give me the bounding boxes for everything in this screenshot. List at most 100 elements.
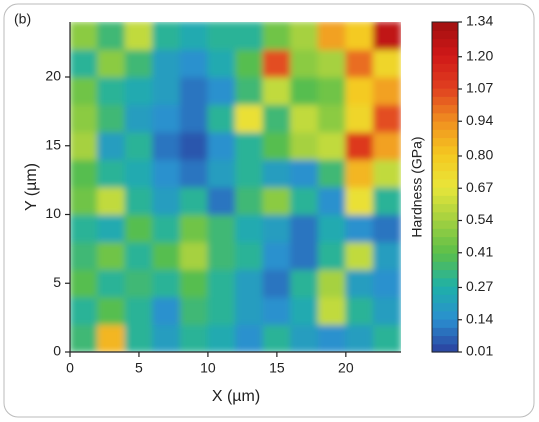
heatmap-cell bbox=[70, 159, 99, 188]
colorbar-band bbox=[432, 195, 458, 205]
heatmap-cell bbox=[124, 131, 154, 160]
colorbar-band bbox=[432, 63, 458, 73]
heatmap-cell bbox=[262, 49, 292, 78]
colorbar-band bbox=[432, 286, 458, 295]
heatmap-cell bbox=[262, 76, 292, 105]
colorbar-band bbox=[432, 203, 458, 213]
colorbar-band bbox=[432, 343, 458, 353]
heatmap-cell bbox=[97, 76, 126, 105]
heatmap-cell bbox=[152, 296, 181, 325]
heatmap-cell bbox=[262, 186, 292, 215]
heatmap-cell bbox=[97, 214, 126, 243]
heatmap-cell bbox=[207, 324, 236, 352]
heatmap-cell bbox=[179, 131, 209, 160]
colorbar-band bbox=[432, 228, 458, 238]
heatmap-cell bbox=[290, 186, 319, 215]
colorbar-band bbox=[432, 261, 458, 271]
y-tick-label: 0 bbox=[53, 343, 61, 359]
colorbar-band bbox=[432, 220, 458, 229]
colorbar-band bbox=[432, 112, 458, 122]
heatmap-cell bbox=[124, 186, 154, 215]
heatmap-cell bbox=[70, 296, 99, 325]
colorbar-band bbox=[432, 22, 458, 31]
heatmap-cell bbox=[262, 22, 292, 50]
heatmap-cell bbox=[152, 104, 181, 133]
heatmap-cell bbox=[345, 131, 374, 160]
heatmap-cell bbox=[372, 49, 401, 78]
heatmap-cell bbox=[179, 269, 209, 298]
panel-label: (b) bbox=[14, 11, 31, 27]
y-tick-label: 20 bbox=[45, 68, 61, 84]
colorbar-tick-label: 1.34 bbox=[466, 13, 493, 29]
heatmap-cell bbox=[262, 296, 292, 325]
heatmap-cell bbox=[372, 76, 401, 105]
colorbar-band bbox=[432, 96, 458, 106]
heatmap-cell bbox=[317, 269, 347, 298]
heatmap-cell bbox=[152, 131, 181, 160]
heatmap-cell bbox=[235, 104, 264, 133]
heatmap-cell bbox=[179, 214, 209, 243]
colorbar-band bbox=[432, 335, 458, 345]
heatmap-cell bbox=[97, 22, 126, 50]
heatmap-cell bbox=[290, 49, 319, 78]
heatmap-cell bbox=[97, 49, 126, 78]
heatmap-cell bbox=[179, 324, 209, 352]
heatmap-cell bbox=[235, 186, 264, 215]
heatmap-cell bbox=[179, 104, 209, 133]
colorbar-band bbox=[432, 277, 458, 287]
heatmap-cell bbox=[290, 104, 319, 133]
heatmap-cell bbox=[345, 241, 374, 270]
heatmap-cell bbox=[372, 22, 401, 50]
heatmap-cell bbox=[97, 324, 126, 352]
colorbar-label: Hardness (GPa) bbox=[409, 136, 425, 237]
x-axis-label: X (µm) bbox=[212, 388, 260, 405]
colorbar-band bbox=[432, 46, 458, 56]
heatmap-cell bbox=[372, 269, 401, 298]
colorbar-band bbox=[432, 244, 458, 254]
colorbar-band bbox=[432, 269, 458, 279]
colorbar-tick-label: 0.94 bbox=[466, 112, 493, 128]
heatmap-cell bbox=[207, 76, 236, 105]
heatmap-cell bbox=[317, 214, 347, 243]
colorbar-tick-label: 0.54 bbox=[466, 211, 493, 227]
colorbar-band bbox=[432, 319, 458, 328]
heatmap-cell bbox=[97, 241, 126, 270]
heatmap-cell bbox=[124, 159, 154, 188]
x-tick-label: 10 bbox=[200, 360, 216, 376]
colorbar-frame bbox=[431, 21, 459, 353]
heatmap-cell bbox=[152, 159, 181, 188]
colorbar-band bbox=[432, 178, 458, 188]
heatmap-cell bbox=[345, 186, 374, 215]
heatmap-cell bbox=[152, 22, 181, 50]
heatmap-cell bbox=[207, 159, 236, 188]
heatmap-cell bbox=[70, 241, 99, 270]
heatmap-cell bbox=[290, 241, 319, 270]
heatmap-cell bbox=[152, 186, 181, 215]
heatmap-cell bbox=[207, 296, 236, 325]
heatmap-cell bbox=[317, 159, 347, 188]
heatmap-cell bbox=[262, 269, 292, 298]
heatmap-cell bbox=[290, 131, 319, 160]
heatmap-cell bbox=[70, 186, 99, 215]
heatmap-cell bbox=[124, 241, 154, 270]
heatmap-cell bbox=[235, 76, 264, 105]
heatmap-cell bbox=[290, 296, 319, 325]
heatmap-cell bbox=[317, 324, 347, 352]
heatmap-cell bbox=[372, 241, 401, 270]
heatmap-cell bbox=[372, 296, 401, 325]
heatmap-cell bbox=[207, 186, 236, 215]
heatmap-cell bbox=[317, 104, 347, 133]
heatmap-cell bbox=[235, 214, 264, 243]
colorbar-band bbox=[432, 310, 458, 320]
heatmap-cell bbox=[235, 269, 264, 298]
heatmap-cell bbox=[345, 76, 374, 105]
x-tick-label: 0 bbox=[66, 360, 74, 376]
heatmap-cell bbox=[317, 241, 347, 270]
heatmap-cell bbox=[70, 76, 99, 105]
heatmap-cell bbox=[235, 241, 264, 270]
heatmap-cell bbox=[207, 104, 236, 133]
heatmap-cell bbox=[207, 22, 236, 50]
heatmap-cell bbox=[262, 131, 292, 160]
heatmap-cell bbox=[179, 296, 209, 325]
heatmap-cell bbox=[207, 131, 236, 160]
